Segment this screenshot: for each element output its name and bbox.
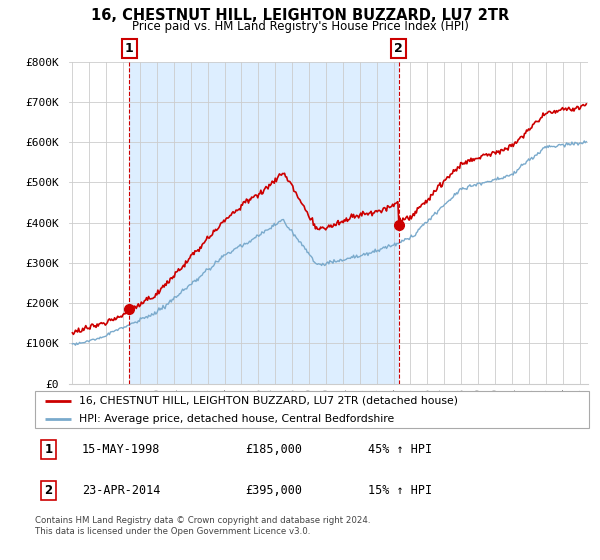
Text: £185,000: £185,000 xyxy=(246,443,303,456)
Text: 16, CHESTNUT HILL, LEIGHTON BUZZARD, LU7 2TR: 16, CHESTNUT HILL, LEIGHTON BUZZARD, LU7… xyxy=(91,8,509,24)
Text: 2: 2 xyxy=(44,484,53,497)
Text: 45% ↑ HPI: 45% ↑ HPI xyxy=(368,443,432,456)
Bar xyxy=(130,62,399,384)
Text: £395,000: £395,000 xyxy=(246,484,303,497)
Text: 15% ↑ HPI: 15% ↑ HPI xyxy=(368,484,432,497)
Text: 1: 1 xyxy=(44,443,53,456)
Text: 2: 2 xyxy=(394,41,403,55)
FancyBboxPatch shape xyxy=(35,391,589,428)
Text: 1: 1 xyxy=(125,41,134,55)
Text: HPI: Average price, detached house, Central Bedfordshire: HPI: Average price, detached house, Cent… xyxy=(79,414,394,424)
Text: Contains HM Land Registry data © Crown copyright and database right 2024.
This d: Contains HM Land Registry data © Crown c… xyxy=(35,516,370,536)
Text: Price paid vs. HM Land Registry's House Price Index (HPI): Price paid vs. HM Land Registry's House … xyxy=(131,20,469,33)
Text: 16, CHESTNUT HILL, LEIGHTON BUZZARD, LU7 2TR (detached house): 16, CHESTNUT HILL, LEIGHTON BUZZARD, LU7… xyxy=(79,396,458,406)
Text: 23-APR-2014: 23-APR-2014 xyxy=(82,484,160,497)
Text: 15-MAY-1998: 15-MAY-1998 xyxy=(82,443,160,456)
